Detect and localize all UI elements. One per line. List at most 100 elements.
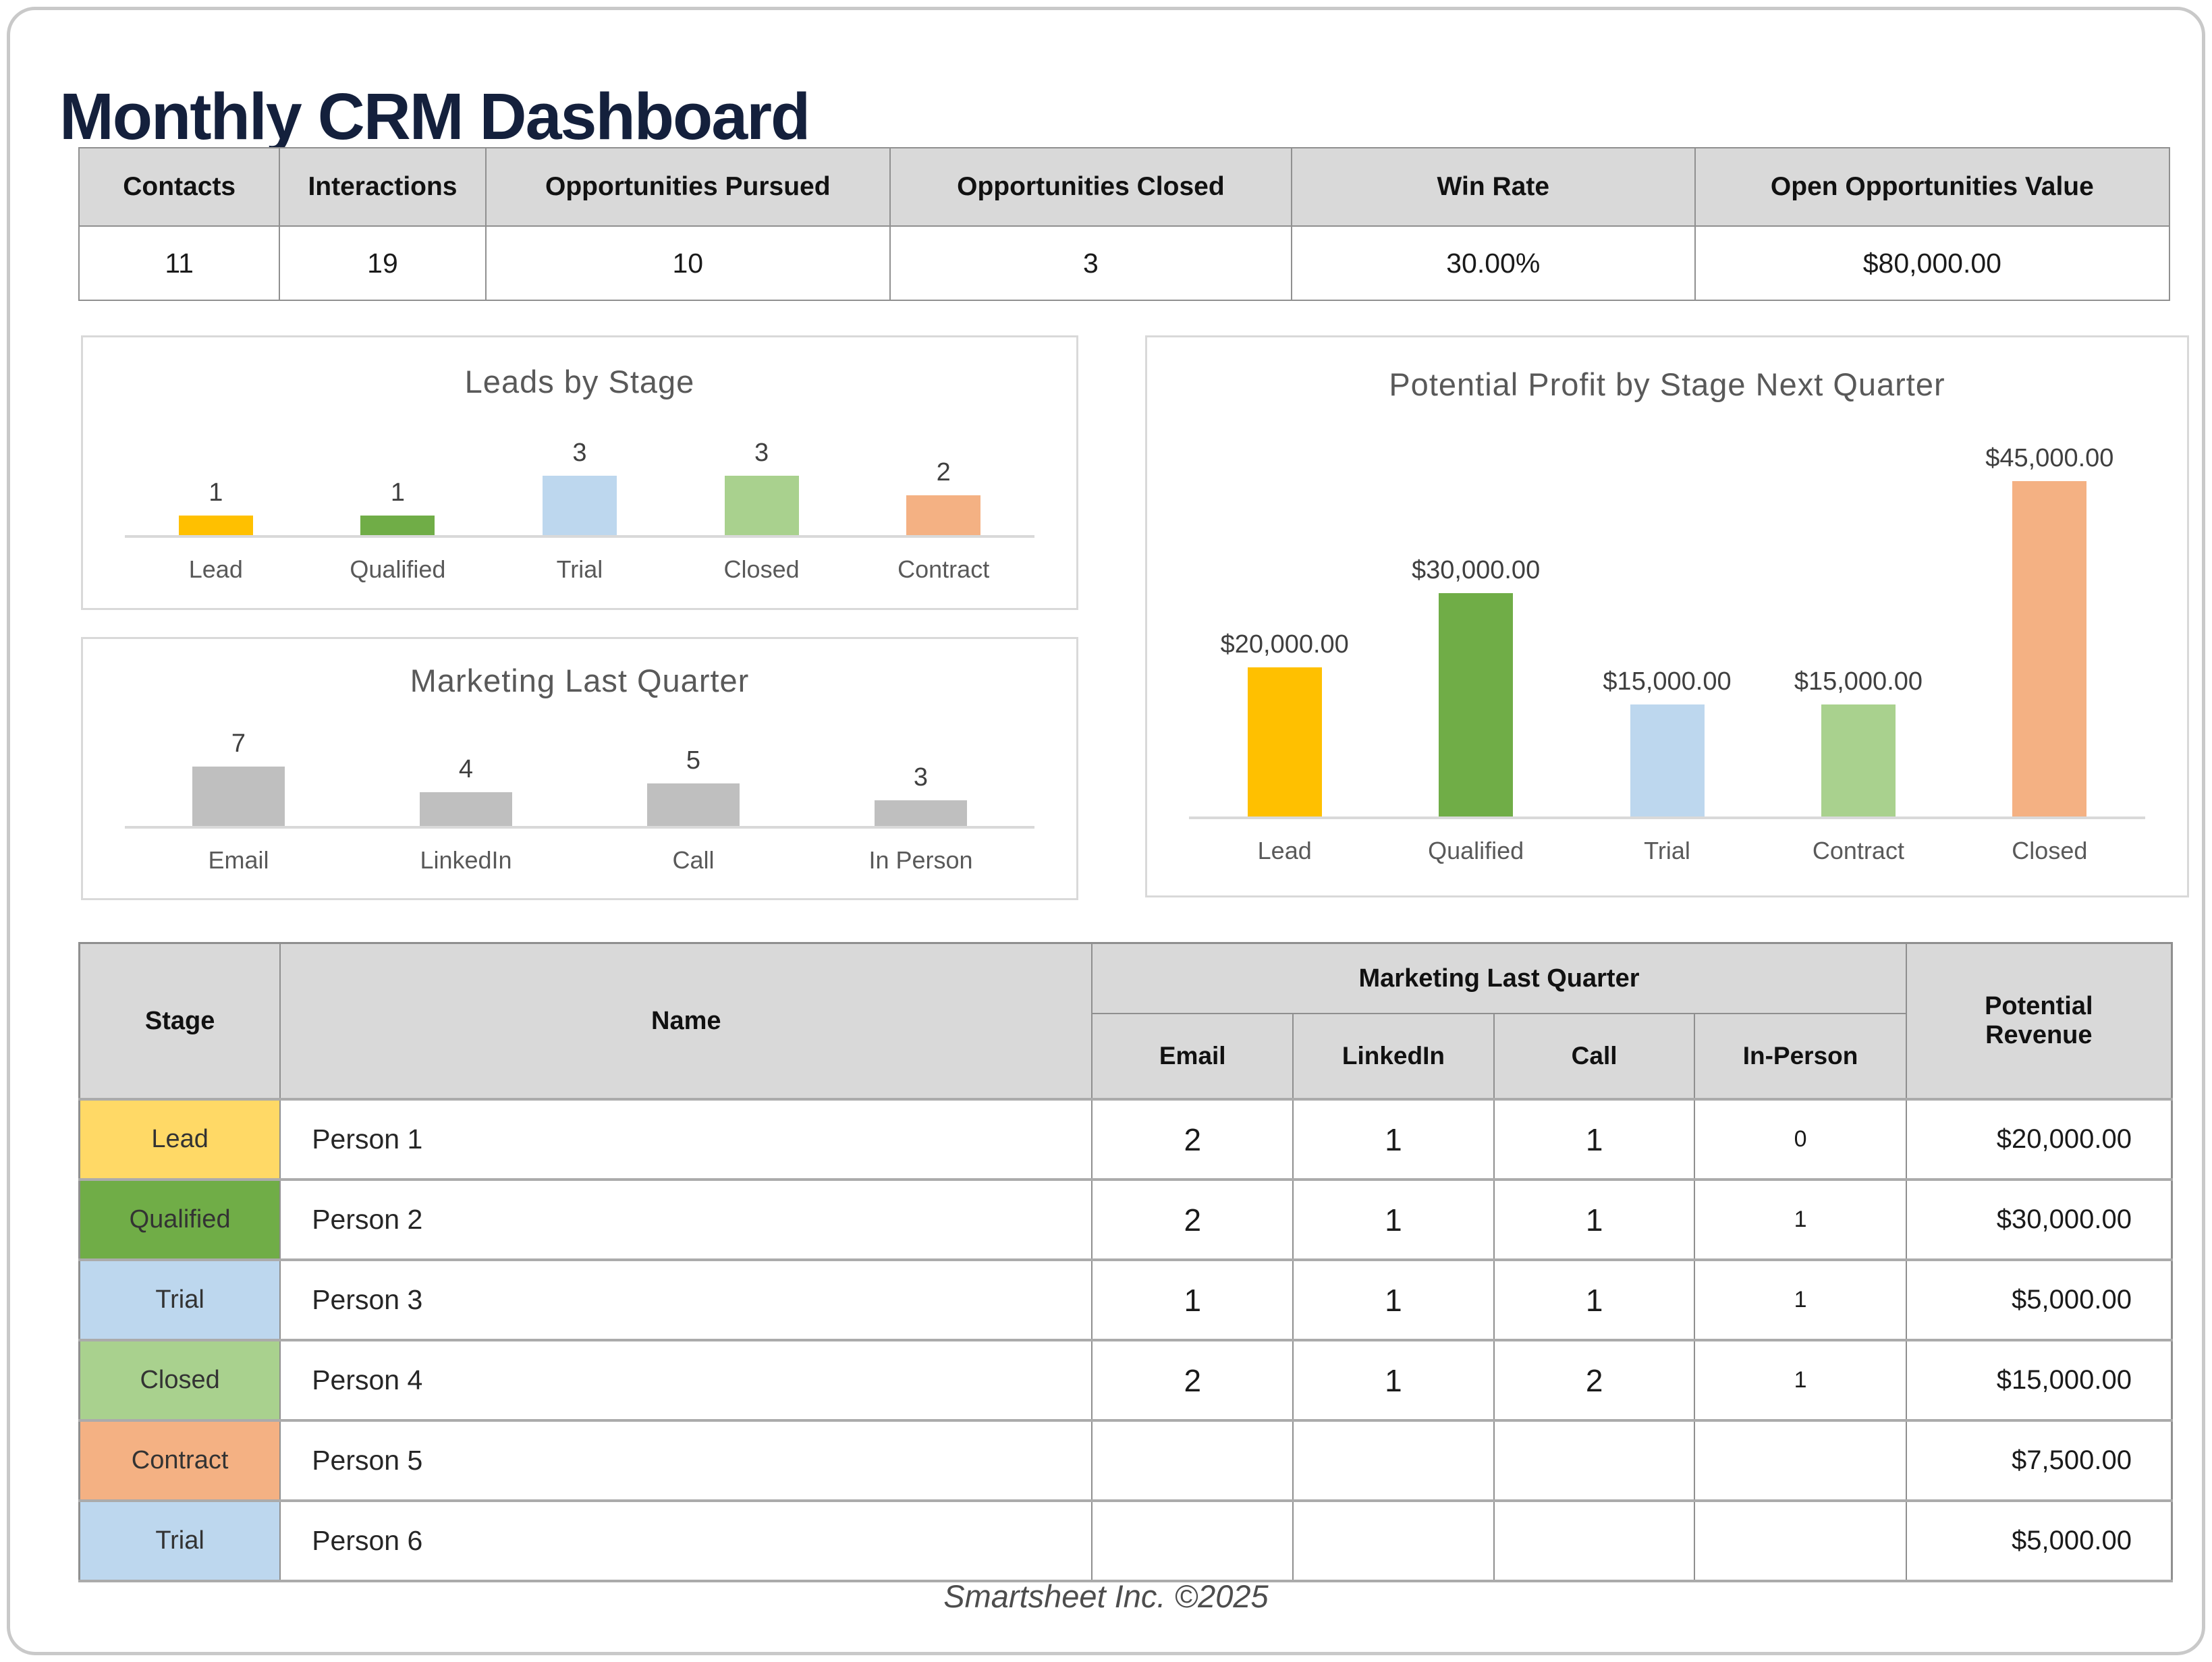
category-label: Call — [672, 846, 715, 874]
potential-revenue-cell: $15,000.00 — [1905, 1339, 2173, 1422]
category-label: Email — [208, 846, 269, 874]
table-row: Qualified Person 2 2 1 1 1 $30,000.00 — [78, 1178, 2173, 1261]
linkedin-count-cell: 1 — [1292, 1258, 1495, 1341]
bar-value-label: 7 — [231, 729, 246, 758]
bar-value-label: 3 — [754, 439, 769, 467]
bar-contract — [1821, 704, 1896, 816]
name-cell: Person 2 — [279, 1178, 1093, 1261]
bar-value-label: $15,000.00 — [1794, 667, 1923, 696]
category-label: In Person — [868, 846, 973, 874]
email-count-cell: 2 — [1091, 1178, 1294, 1261]
call-count-cell — [1493, 1419, 1696, 1502]
bar-group-qualified: $30,000.00 — [1380, 481, 1571, 816]
in-person-count-cell — [1694, 1499, 1907, 1582]
bar-value-label: 1 — [390, 478, 405, 507]
chart-category-axis: Lead Qualified Trial Contract Closed — [1189, 837, 2145, 865]
category-label: Lead — [188, 555, 243, 583]
chart-category-axis: Lead Qualified Trial Closed Contract — [125, 555, 1034, 584]
column-header-linkedin: LinkedIn — [1292, 1013, 1495, 1100]
bar-qualified — [1439, 593, 1514, 816]
linkedin-count-cell: 1 — [1292, 1339, 1495, 1422]
in-person-count-cell — [1694, 1419, 1907, 1502]
name-cell: Person 5 — [279, 1419, 1093, 1502]
bar-group-linkedin: 4 — [352, 755, 580, 826]
linkedin-count-cell — [1292, 1419, 1495, 1502]
stage-cell: Contract — [78, 1419, 281, 1502]
chart-category-axis: Email LinkedIn Call In Person — [125, 846, 1034, 875]
bar-closed — [724, 476, 799, 535]
potential-revenue-cell: $20,000.00 — [1905, 1098, 2173, 1181]
bar-in-person — [875, 800, 967, 826]
crm-detail-table: Stage Name Marketing Last Quarter Potent… — [78, 942, 2173, 1582]
leads-by-stage-chart: Leads by Stage 1 1 3 3 2 Lead Qualified Trial C… — [81, 335, 1078, 610]
table-row: Closed Person 4 2 1 2 1 $15,000.00 — [78, 1339, 2173, 1422]
category-label: LinkedIn — [420, 846, 512, 874]
call-count-cell: 1 — [1493, 1178, 1696, 1261]
category-label: Contract — [897, 555, 990, 583]
chart-plot-area: 1 1 3 3 2 — [125, 439, 1034, 538]
column-header-call: Call — [1493, 1013, 1696, 1100]
email-count-cell — [1091, 1499, 1294, 1582]
bar-group-in-person: 3 — [807, 763, 1034, 826]
in-person-count-cell: 1 — [1694, 1339, 1907, 1422]
in-person-count-cell: 1 — [1694, 1258, 1907, 1341]
category-label: Closed — [723, 555, 800, 583]
call-count-cell: 1 — [1493, 1258, 1696, 1341]
crm-table-body: Lead Person 1 2 1 1 0 $20,000.00 Qualified Perso… — [78, 1098, 2173, 1582]
column-header-email: Email — [1091, 1013, 1294, 1100]
name-cell: Person 3 — [279, 1258, 1093, 1341]
call-count-cell: 2 — [1493, 1339, 1696, 1422]
table-sub-header-row: Email LinkedIn Call In-Person — [80, 1013, 2172, 1100]
column-header-name: Name — [279, 942, 1093, 1100]
name-cell: Person 4 — [279, 1339, 1093, 1422]
call-count-cell: 1 — [1493, 1098, 1696, 1181]
bar-value-label: 5 — [686, 746, 701, 775]
bar-group-lead: 1 — [125, 476, 307, 535]
table-group-header-row: Stage Name Marketing Last Quarter Potent… — [78, 942, 2173, 1100]
kpi-header-opportunities-pursued: Opportunities Pursued — [485, 147, 891, 227]
column-header-stage: Stage — [78, 942, 281, 1100]
linkedin-count-cell — [1292, 1499, 1495, 1582]
bar-group-lead: $20,000.00 — [1189, 481, 1380, 816]
chart-title: Potential Profit by Stage Next Quarter — [1389, 366, 1945, 402]
column-header-potential-revenue: Potential Revenue — [1905, 942, 2173, 1100]
potential-revenue-cell: $5,000.00 — [1905, 1499, 2173, 1582]
category-label: Trial — [556, 555, 603, 583]
bar-linkedin — [420, 792, 512, 826]
kpi-header-interactions: Interactions — [279, 147, 487, 227]
kpi-header-opportunities-closed: Opportunities Closed — [889, 147, 1292, 227]
kpi-header-open-opportunities-value: Open Opportunities Value — [1694, 147, 2171, 227]
category-label: Qualified — [350, 555, 446, 583]
bar-lead — [1247, 667, 1322, 816]
page-title: Monthly CRM Dashboard — [59, 79, 810, 153]
footer-copyright: Smartsheet Inc. ©2025 — [943, 1578, 1269, 1614]
table-row: Lead Person 1 2 1 1 0 $20,000.00 — [78, 1098, 2173, 1181]
bar-value-label: 3 — [572, 439, 587, 467]
kpi-summary-table: Contacts Interactions Opportunities Purs… — [78, 147, 2171, 301]
bar-value-label: 1 — [209, 478, 223, 507]
bar-value-label: $45,000.00 — [1985, 444, 2114, 472]
kpi-value-contacts: 11 — [78, 225, 281, 301]
category-label: Contract — [1812, 837, 1904, 864]
bar-contract — [906, 495, 981, 535]
bar-value-label: 4 — [458, 755, 474, 783]
bar-value-label: $15,000.00 — [1603, 667, 1732, 696]
linkedin-count-cell: 1 — [1292, 1178, 1495, 1261]
table-row: Trial Person 6 $5,000.00 — [78, 1499, 2173, 1582]
bar-value-label: $20,000.00 — [1220, 630, 1349, 659]
kpi-value-opportunities-pursued: 10 — [485, 225, 891, 301]
email-count-cell: 2 — [1091, 1339, 1294, 1422]
potential-revenue-cell: $30,000.00 — [1905, 1178, 2173, 1261]
bar-group-email: 7 — [125, 729, 352, 826]
bar-group-call: 5 — [580, 746, 807, 826]
email-count-cell: 2 — [1091, 1098, 1294, 1181]
kpi-value-win-rate: 30.00% — [1290, 225, 1696, 301]
bar-value-label: 3 — [913, 763, 929, 792]
bar-trial — [542, 476, 617, 535]
stage-cell: Closed — [78, 1339, 281, 1422]
category-label: Closed — [2012, 837, 2088, 864]
bar-group-trial: $15,000.00 — [1572, 481, 1763, 816]
category-label: Trial — [1644, 837, 1690, 864]
category-label: Lead — [1257, 837, 1312, 864]
bar-group-contract: $15,000.00 — [1763, 481, 1954, 816]
